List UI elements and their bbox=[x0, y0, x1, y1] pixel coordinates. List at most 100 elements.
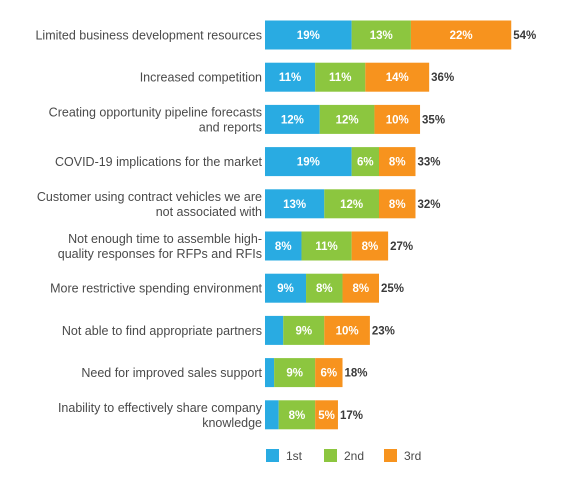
total-value-label: 25% bbox=[381, 283, 404, 295]
segment-value-label: 6% bbox=[357, 157, 374, 169]
segment-value-label: 14% bbox=[386, 72, 409, 84]
total-value-label: 27% bbox=[390, 241, 413, 253]
segment-value-label: 12% bbox=[340, 199, 363, 211]
bar-segment-2nd bbox=[301, 231, 352, 261]
segment-value-label: 9% bbox=[277, 283, 294, 295]
bar-segment-3rd bbox=[315, 400, 338, 430]
legend-item-1st: 1st bbox=[266, 449, 303, 463]
total-value-label: 36% bbox=[431, 72, 454, 84]
segment-value-label: 12% bbox=[336, 114, 359, 126]
bar-row: Inability to effectively share companykn… bbox=[58, 400, 363, 430]
bar-segment-2nd bbox=[274, 358, 316, 388]
category-label: Not enough time to assemble high- bbox=[68, 232, 262, 246]
bar-segment-1st bbox=[265, 315, 284, 345]
bar-segment-1st bbox=[265, 358, 275, 388]
bar-segment-2nd bbox=[324, 189, 379, 219]
bar-segment-3rd bbox=[379, 147, 416, 177]
category-label: quality responses for RFPs and RFIs bbox=[58, 247, 262, 261]
segment-value-label: 22% bbox=[450, 30, 473, 42]
bar-segment-3rd bbox=[315, 358, 343, 388]
legend-label: 1st bbox=[286, 449, 303, 463]
bar-segment-3rd bbox=[374, 104, 421, 134]
segment-value-label: 8% bbox=[352, 283, 369, 295]
category-label: Need for improved sales support bbox=[81, 366, 262, 380]
category-label: Creating opportunity pipeline forecasts bbox=[49, 105, 262, 119]
total-value-label: 33% bbox=[417, 157, 440, 169]
segment-value-label: 8% bbox=[389, 157, 406, 169]
chart-rows: Limited business development resources 19… bbox=[35, 20, 536, 430]
total-value-label: 17% bbox=[340, 410, 363, 422]
bar-row: Not enough time to assemble high-quality… bbox=[58, 231, 413, 261]
segment-value-label: 8% bbox=[275, 241, 292, 253]
segment-value-label: 13% bbox=[370, 30, 393, 42]
bar-segment-2nd bbox=[278, 400, 316, 430]
bar-row: Not able to find appropriate partners 9% 1… bbox=[62, 315, 395, 345]
total-value-label: 32% bbox=[417, 199, 440, 211]
total-value-label: 54% bbox=[513, 30, 536, 42]
bar-row: COVID-19 implications for the market 19% 6… bbox=[55, 147, 441, 177]
bar-segment-2nd bbox=[351, 147, 379, 177]
segment-value-label: 10% bbox=[386, 114, 409, 126]
category-label: Not able to find appropriate partners bbox=[62, 324, 262, 338]
legend-swatch bbox=[266, 449, 279, 462]
segment-value-label: 8% bbox=[289, 410, 306, 422]
segment-value-label: 8% bbox=[362, 241, 379, 253]
segment-value-label: 11% bbox=[279, 72, 301, 84]
bar-segment-3rd bbox=[342, 273, 379, 303]
bar-segment-2nd bbox=[319, 104, 375, 134]
segment-value-label: 19% bbox=[297, 30, 320, 42]
category-label: Limited business development resources bbox=[35, 29, 262, 43]
bar-segment-3rd bbox=[365, 62, 430, 92]
bar-row: Increased competition 11% 11% 14% 36% bbox=[140, 62, 454, 92]
segment-value-label: 9% bbox=[286, 368, 303, 380]
segment-value-label: 10% bbox=[336, 325, 359, 337]
legend-swatch bbox=[384, 449, 397, 462]
total-value-label: 18% bbox=[345, 368, 368, 380]
legend-swatch bbox=[324, 449, 337, 462]
legend-label: 2nd bbox=[344, 449, 364, 463]
bar-segment-1st bbox=[265, 273, 307, 303]
bar-segment-2nd bbox=[306, 273, 343, 303]
bar-segment-1st bbox=[265, 104, 320, 134]
segment-value-label: 6% bbox=[321, 368, 338, 380]
chart-legend: 1st 2nd 3rd bbox=[266, 449, 421, 463]
category-label: and reports bbox=[199, 120, 262, 134]
bar-segment-3rd bbox=[410, 20, 512, 50]
segment-value-label: 8% bbox=[389, 199, 406, 211]
category-label: Increased competition bbox=[140, 71, 262, 85]
bar-row: Limited business development resources 19… bbox=[35, 20, 536, 50]
bar-segment-3rd bbox=[351, 231, 389, 261]
bar-segment-1st bbox=[265, 400, 279, 430]
bar-segment-1st bbox=[265, 62, 316, 92]
category-label: knowledge bbox=[202, 416, 262, 430]
category-label: More restrictive spending environment bbox=[50, 282, 262, 296]
segment-value-label: 11% bbox=[329, 72, 351, 84]
bar-segment-1st bbox=[265, 189, 325, 219]
category-label: Customer using contract vehicles we are bbox=[37, 190, 262, 204]
segment-value-label: 5% bbox=[318, 410, 335, 422]
bar-row: Creating opportunity pipeline forecastsa… bbox=[49, 104, 445, 134]
legend-item-2nd: 2nd bbox=[324, 449, 364, 463]
bar-row: Need for improved sales support 9% 6% 18% bbox=[81, 358, 368, 388]
bar-segment-3rd bbox=[379, 189, 416, 219]
segment-value-label: 12% bbox=[281, 114, 304, 126]
bar-segment-1st bbox=[265, 20, 352, 50]
legend-item-3rd: 3rd bbox=[384, 449, 421, 463]
total-value-label: 35% bbox=[422, 114, 445, 126]
bar-segment-2nd bbox=[283, 315, 325, 345]
legend-label: 3rd bbox=[404, 449, 421, 463]
segment-value-label: 8% bbox=[316, 283, 333, 295]
category-label: COVID-19 implications for the market bbox=[55, 155, 263, 169]
segment-value-label: 9% bbox=[295, 325, 312, 337]
bar-segment-1st bbox=[265, 231, 302, 261]
bar-segment-2nd bbox=[351, 20, 411, 50]
category-label: not associated with bbox=[156, 205, 262, 219]
segment-value-label: 13% bbox=[283, 199, 306, 211]
category-label: Inability to effectively share company bbox=[58, 401, 263, 415]
bar-segment-3rd bbox=[324, 315, 370, 345]
segment-value-label: 19% bbox=[297, 157, 320, 169]
segment-value-label: 11% bbox=[315, 241, 337, 253]
bar-segment-2nd bbox=[315, 62, 366, 92]
bar-row: Customer using contract vehicles we aren… bbox=[37, 189, 441, 219]
